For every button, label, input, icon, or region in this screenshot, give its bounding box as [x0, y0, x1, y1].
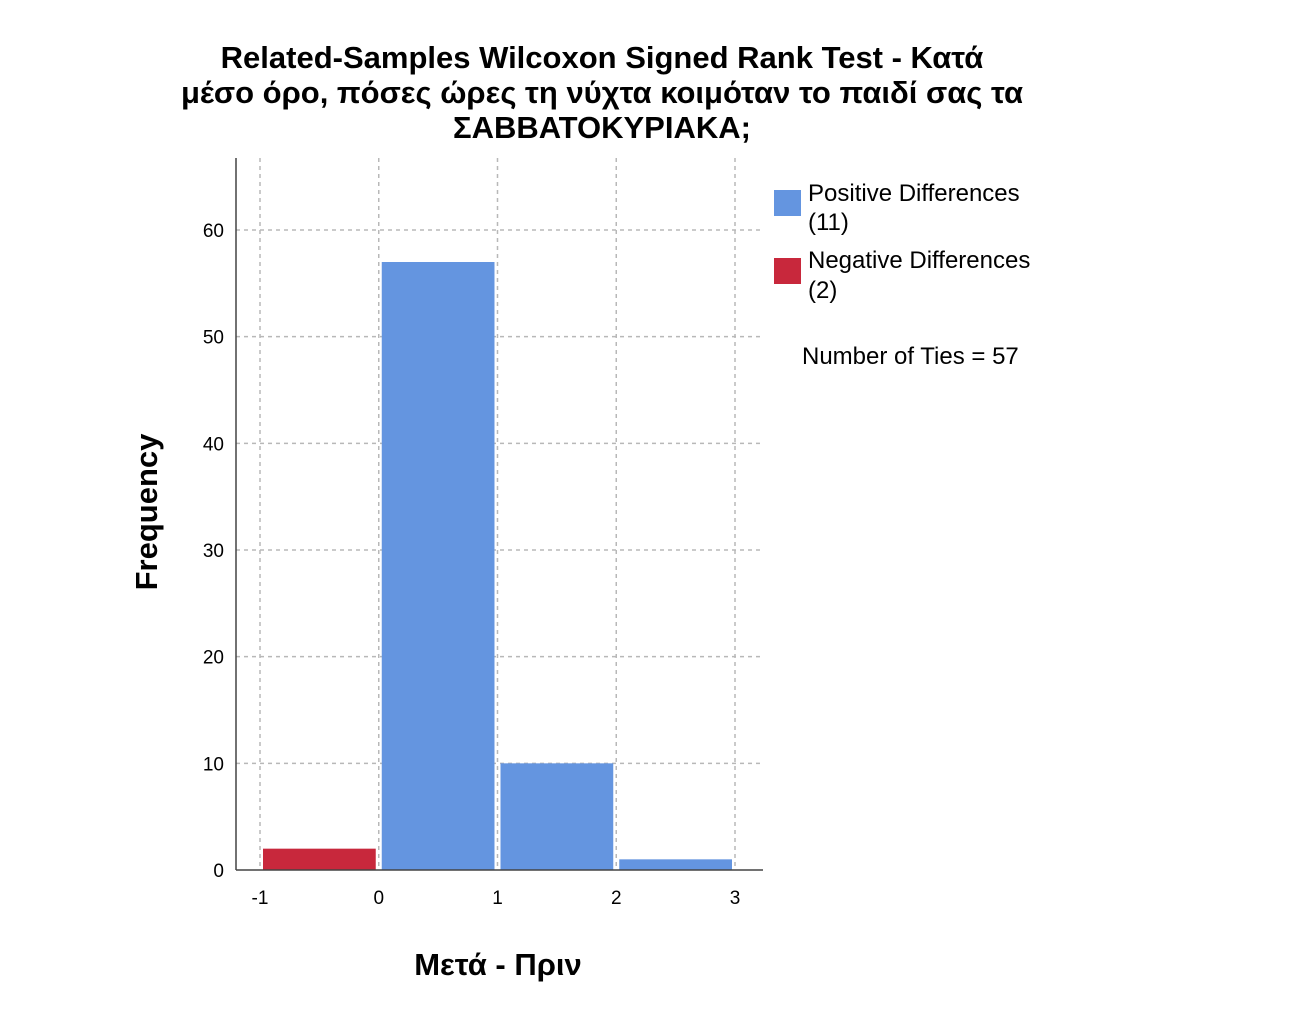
ties-annotation: Number of Ties = 57 — [802, 343, 1019, 370]
x-tick-label-2: 1 — [492, 888, 503, 909]
y-tick-label-1: 10 — [203, 754, 224, 775]
bars — [263, 262, 732, 870]
y-axis-title: Frequency — [129, 433, 164, 591]
chart-title-line-2: μέσο όρο, πόσες ώρες τη νύχτα κοιμόταν τ… — [181, 75, 1023, 110]
y-tick-label-0: 0 — [213, 861, 224, 882]
y-tick-labels: 0 10 20 30 40 50 60 — [203, 221, 224, 882]
y-tick-label-4: 40 — [203, 434, 224, 455]
bar-positive-1 — [381, 262, 495, 870]
x-tick-labels: -1 0 1 2 3 — [252, 888, 741, 909]
y-tick-label-6: 60 — [203, 221, 224, 242]
chart-title: Related-Samples Wilcoxon Signed Rank Tes… — [181, 40, 1023, 145]
legend-label-negative-line1: Negative Differences — [808, 247, 1030, 274]
legend-swatch-negative — [774, 258, 801, 284]
y-tick-label-2: 20 — [203, 648, 224, 669]
bar-negative-0 — [263, 848, 376, 870]
legend-swatch-positive — [774, 190, 801, 216]
x-tick-label-0: -1 — [252, 888, 269, 909]
chart-title-line-3: ΣΑΒΒΑΤΟΚΥΡΙΑΚΑ; — [453, 110, 751, 145]
bar-positive-2 — [500, 763, 614, 870]
legend-label-negative-line2: (2) — [808, 277, 837, 304]
x-axis-title: Μετά - Πριν — [414, 947, 582, 982]
y-tick-label-3: 30 — [203, 541, 224, 562]
bar-positive-3 — [619, 859, 732, 870]
legend: Positive Differences (11) Negative Diffe… — [774, 180, 1030, 304]
x-tick-label-3: 2 — [611, 888, 622, 909]
x-tick-label-4: 3 — [730, 888, 741, 909]
legend-label-positive-line2: (11) — [808, 209, 849, 236]
x-tick-label-1: 0 — [373, 888, 384, 909]
chart-title-line-1: Related-Samples Wilcoxon Signed Rank Tes… — [221, 40, 984, 75]
y-tick-label-5: 50 — [203, 328, 224, 349]
axes — [235, 158, 763, 871]
grid — [236, 158, 763, 870]
legend-label-positive-line1: Positive Differences — [808, 180, 1020, 207]
